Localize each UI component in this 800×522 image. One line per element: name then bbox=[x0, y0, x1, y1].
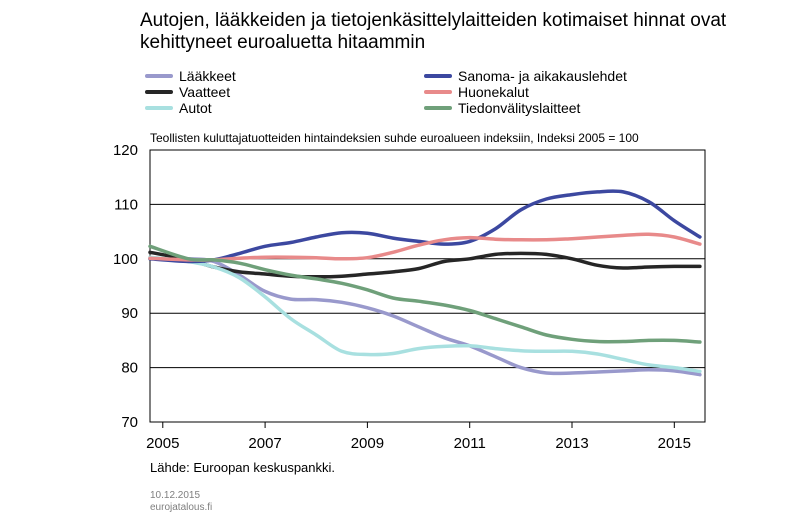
y-tick-label: 90 bbox=[121, 305, 138, 322]
y-tick-label: 70 bbox=[121, 414, 138, 431]
legend-label: Sanoma- ja aikakauslehdet bbox=[458, 68, 627, 84]
legend-swatch bbox=[424, 106, 452, 110]
chart-title: Autojen, lääkkeiden ja tietojenkäsittely… bbox=[140, 10, 727, 53]
y-tick-label: 120 bbox=[113, 142, 138, 159]
legend-swatch bbox=[145, 106, 173, 110]
site-name: eurojatalous.fi bbox=[150, 502, 213, 513]
legend-swatch bbox=[424, 74, 452, 78]
x-tick-label: 2013 bbox=[555, 435, 588, 452]
x-tick-label: 2015 bbox=[658, 435, 691, 452]
x-tick-label: 2011 bbox=[454, 435, 486, 452]
chart-subtitle: Teollisten kuluttajatuotteiden hintainde… bbox=[150, 131, 639, 145]
series-line-1 bbox=[148, 256, 702, 377]
legend-label: Tiedonvälityslaitteet bbox=[458, 100, 581, 116]
legend-item-vaatteet: Vaatteet bbox=[145, 84, 230, 100]
y-tick-label: 110 bbox=[114, 196, 138, 213]
series-line-6 bbox=[148, 244, 702, 344]
legend-swatch bbox=[424, 90, 452, 94]
legend-item-sanoma: Sanoma- ja aikakauslehdet bbox=[424, 68, 627, 84]
series-line-5 bbox=[148, 232, 702, 262]
legend-item-laakkeet: Lääkkeet bbox=[145, 68, 236, 84]
x-tick-label: 2005 bbox=[146, 435, 179, 452]
legend-item-tiedonvalitys: Tiedonvälityslaitteet bbox=[424, 100, 580, 116]
legend-swatch bbox=[145, 90, 173, 94]
legend-label: Lääkkeet bbox=[179, 68, 236, 84]
y-tick-label: 80 bbox=[121, 360, 138, 377]
y-tick-label: 100 bbox=[113, 251, 138, 268]
legend-label: Autot bbox=[179, 100, 212, 116]
series-line-2 bbox=[148, 250, 702, 279]
x-tick-label: 2009 bbox=[351, 435, 384, 452]
publish-date: 10.12.2015 bbox=[150, 490, 201, 501]
source-note: Lähde: Euroopan keskuspankki. bbox=[150, 460, 336, 475]
legend-label: Huonekalut bbox=[458, 84, 529, 100]
legend-swatch bbox=[145, 74, 173, 78]
legend-item-huonekalut: Huonekalut bbox=[424, 84, 529, 100]
plot-frame bbox=[149, 149, 706, 423]
x-tick-label: 2007 bbox=[248, 435, 281, 452]
series-line-4 bbox=[148, 189, 702, 264]
series-line-3 bbox=[148, 255, 702, 374]
legend-item-autot: Autot bbox=[145, 100, 212, 116]
legend-label: Vaatteet bbox=[179, 84, 231, 100]
